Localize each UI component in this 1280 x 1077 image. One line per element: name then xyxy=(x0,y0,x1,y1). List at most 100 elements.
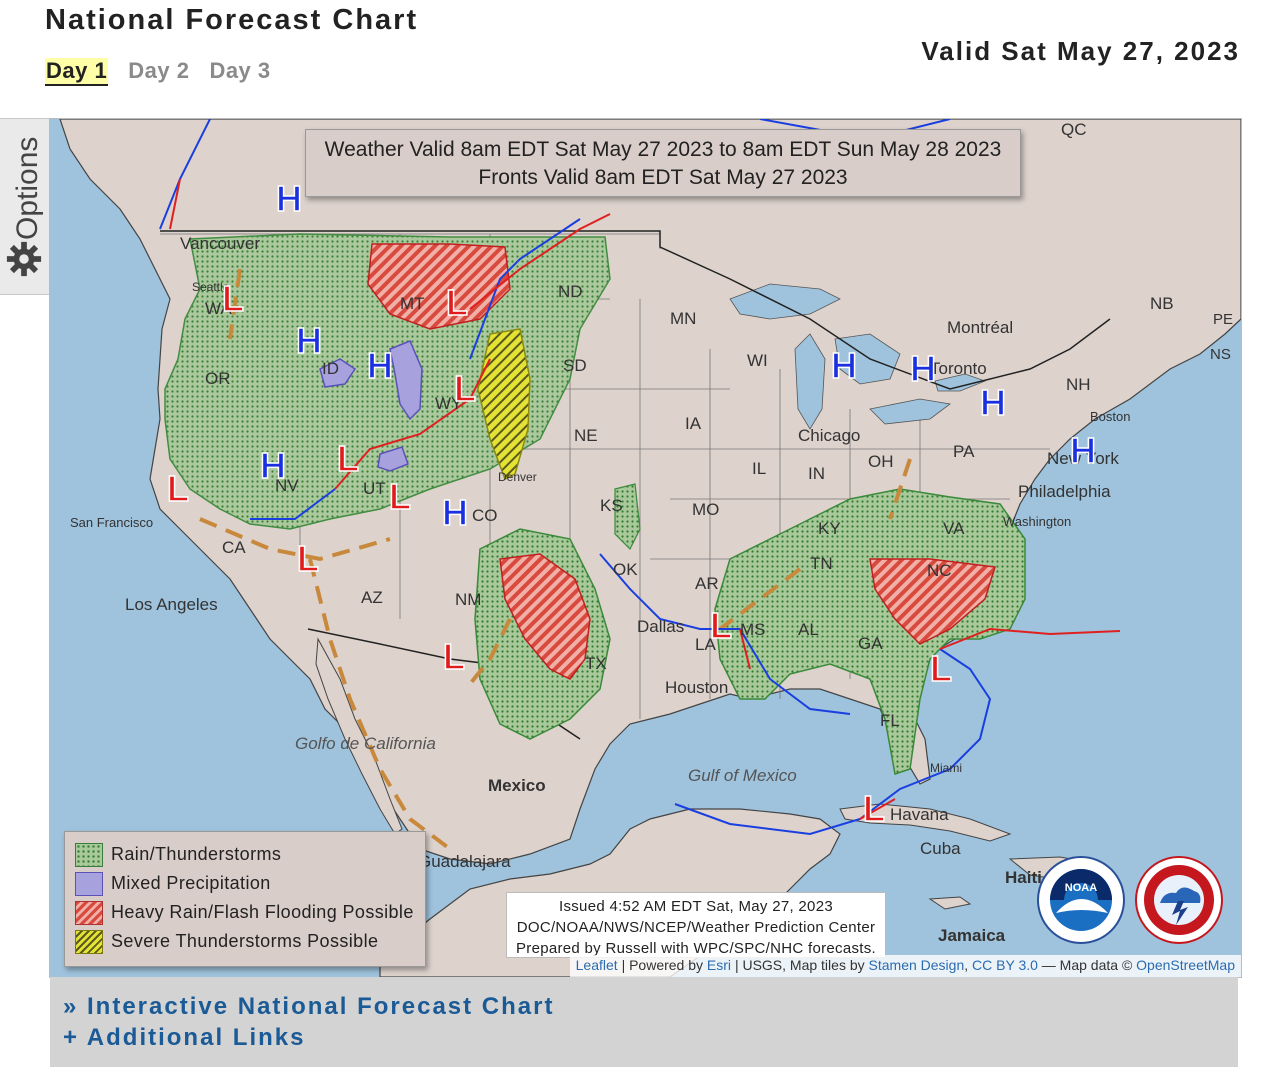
cc-link[interactable]: CC BY 3.0 xyxy=(972,957,1038,973)
label-houston: Houston xyxy=(665,678,728,697)
attribution-text: | USGS, Map tiles by xyxy=(734,957,865,973)
label-ns: NS xyxy=(1210,346,1231,363)
low-pressure-marker: L xyxy=(446,282,468,323)
label-qc: QC xyxy=(1061,120,1087,139)
attribution-text: — Map data © xyxy=(1041,957,1133,973)
osm-link[interactable]: OpenStreetMap xyxy=(1136,957,1235,973)
label-la: LA xyxy=(695,635,716,654)
low-pressure-marker: L xyxy=(443,636,465,677)
mixed-precip-3 xyxy=(377,446,409,472)
tab-day-3[interactable]: Day 3 xyxy=(209,58,271,83)
legend-swatch-mixed xyxy=(75,871,103,896)
legend-item-heavy-rain: Heavy Rain/Flash Flooding Possible xyxy=(75,898,425,927)
label-nd: ND xyxy=(558,282,583,301)
legend-swatch-rain xyxy=(75,842,103,867)
label-nh: NH xyxy=(1066,375,1091,394)
issued-prepared-by: Prepared by Russell with WPC/SPC/NHC for… xyxy=(515,940,877,957)
map-header-fronts-valid: Fronts Valid 8am EDT Sat May 27 2023 xyxy=(478,166,848,189)
label-haiti: Haiti xyxy=(1005,868,1042,887)
noaa-logo[interactable]: NOAA xyxy=(1036,855,1126,945)
label-or: OR xyxy=(205,369,231,388)
label-wy: WY xyxy=(435,394,462,413)
label-dallas: Dallas xyxy=(637,617,684,636)
map-header-weather-valid: Weather Valid 8am EDT Sat May 27 2023 to… xyxy=(324,138,1002,161)
label-washington: Washington xyxy=(1003,514,1071,529)
low-pressure-marker: L xyxy=(337,438,359,479)
label-boston: Boston xyxy=(1090,409,1130,424)
low-pressure-marker: L xyxy=(930,648,952,689)
legend-label: Severe Thunderstorms Possible xyxy=(111,931,379,951)
label-fl: FL xyxy=(880,711,900,730)
stamen-link[interactable]: Stamen Design xyxy=(868,957,965,973)
mixed-precip-1 xyxy=(319,358,357,388)
label-gulf: Gulf of Mexico xyxy=(688,766,797,785)
map-place-labels: QC Vancouver Seattle WA OR ID MT ND MN S… xyxy=(70,120,1233,945)
label-seattle: Seattle xyxy=(192,280,230,294)
low-pressure-marker: L xyxy=(710,605,732,646)
additional-links-link[interactable]: + Additional Links xyxy=(63,1024,306,1051)
valid-date: Valid Sat May 27, 2023 xyxy=(921,36,1240,66)
low-pressure-marker: L xyxy=(454,368,476,409)
map-canvas: QC Vancouver Seattle WA OR ID MT ND MN S… xyxy=(59,119,1241,977)
heavy-rain-tx xyxy=(499,553,591,680)
high-pressure-marker: H xyxy=(260,445,286,486)
label-jamaica: Jamaica xyxy=(938,926,1006,945)
label-mo: MO xyxy=(692,500,719,519)
interactive-chart-link[interactable]: » Interactive National Forecast Chart xyxy=(63,993,555,1020)
label-oh: OH xyxy=(868,452,894,471)
label-nc: NC xyxy=(927,561,952,580)
legend-item-rain: Rain/Thunderstorms xyxy=(75,840,425,869)
legend-swatch-severe xyxy=(75,929,103,954)
label-denver: Denver xyxy=(498,470,537,484)
issued-info-box: Issued 4:52 AM EDT Sat, May 27, 2023 DOC… xyxy=(506,892,886,958)
legend-swatch-heavy-rain xyxy=(75,900,103,925)
label-tx: TX xyxy=(585,654,607,673)
label-ms: MS xyxy=(740,620,766,639)
troughs xyxy=(199,268,912,851)
jamaica xyxy=(928,896,972,910)
footer-links: » Interactive National Forecast Chart + … xyxy=(50,977,1238,1067)
low-pressure-centers: L L L L L L L L L L L xyxy=(166,277,953,830)
label-sanfrancisco: San Francisco xyxy=(70,515,153,530)
label-mt: MT xyxy=(400,294,425,313)
label-chicago: Chicago xyxy=(798,426,860,445)
label-guadalajara: Guadalajara xyxy=(418,852,511,871)
label-ca: CA xyxy=(222,538,246,557)
label-id: ID xyxy=(322,359,339,378)
label-ks: KS xyxy=(600,496,623,515)
esri-link[interactable]: Esri xyxy=(706,957,732,973)
high-pressure-marker: H xyxy=(980,382,1006,423)
high-pressure-marker: H xyxy=(1070,430,1096,471)
label-nm: NM xyxy=(455,590,481,609)
tab-day-2[interactable]: Day 2 xyxy=(128,58,190,83)
label-al: AL xyxy=(798,620,819,639)
tab-day-1[interactable]: Day 1 xyxy=(45,58,109,86)
label-ga: GA xyxy=(858,634,883,653)
label-golfo: Golfo de California xyxy=(295,734,436,753)
issued-office: DOC/NOAA/NWS/NCEP/Weather Prediction Cen… xyxy=(516,919,876,936)
high-pressure-marker: H xyxy=(367,345,393,386)
options-label[interactable]: Options xyxy=(11,136,44,240)
severe-storms-area xyxy=(477,328,531,481)
label-nv: NV xyxy=(275,476,299,495)
rain-area-ks xyxy=(614,483,641,551)
map-legend: Rain/Thunderstorms Mixed Precipitation H… xyxy=(64,831,426,967)
label-wa: WA xyxy=(205,299,232,318)
label-ky: KY xyxy=(818,519,841,538)
label-ut: UT xyxy=(363,479,386,498)
label-mexico: Mexico xyxy=(488,776,546,795)
forecast-map[interactable]: QC Vancouver Seattle WA OR ID MT ND MN S… xyxy=(49,118,1242,978)
warm-fronts xyxy=(169,178,1121,820)
nws-logo[interactable] xyxy=(1134,855,1224,945)
issued-time: Issued 4:52 AM EDT Sat, May 27, 2023 xyxy=(558,898,833,915)
leaflet-link[interactable]: Leaflet xyxy=(575,957,618,973)
label-tn: TN xyxy=(810,554,833,573)
day-tabs: Day 1 Day 2 Day 3 xyxy=(45,58,271,86)
gear-icon[interactable] xyxy=(5,240,43,278)
label-az: AZ xyxy=(361,588,383,607)
high-pressure-marker: H xyxy=(910,348,936,389)
legend-item-mixed: Mixed Precipitation xyxy=(75,869,425,898)
label-ne: NE xyxy=(574,426,598,445)
map-valid-header: Weather Valid 8am EDT Sat May 27 2023 to… xyxy=(305,129,1021,197)
cold-fronts xyxy=(159,119,992,836)
